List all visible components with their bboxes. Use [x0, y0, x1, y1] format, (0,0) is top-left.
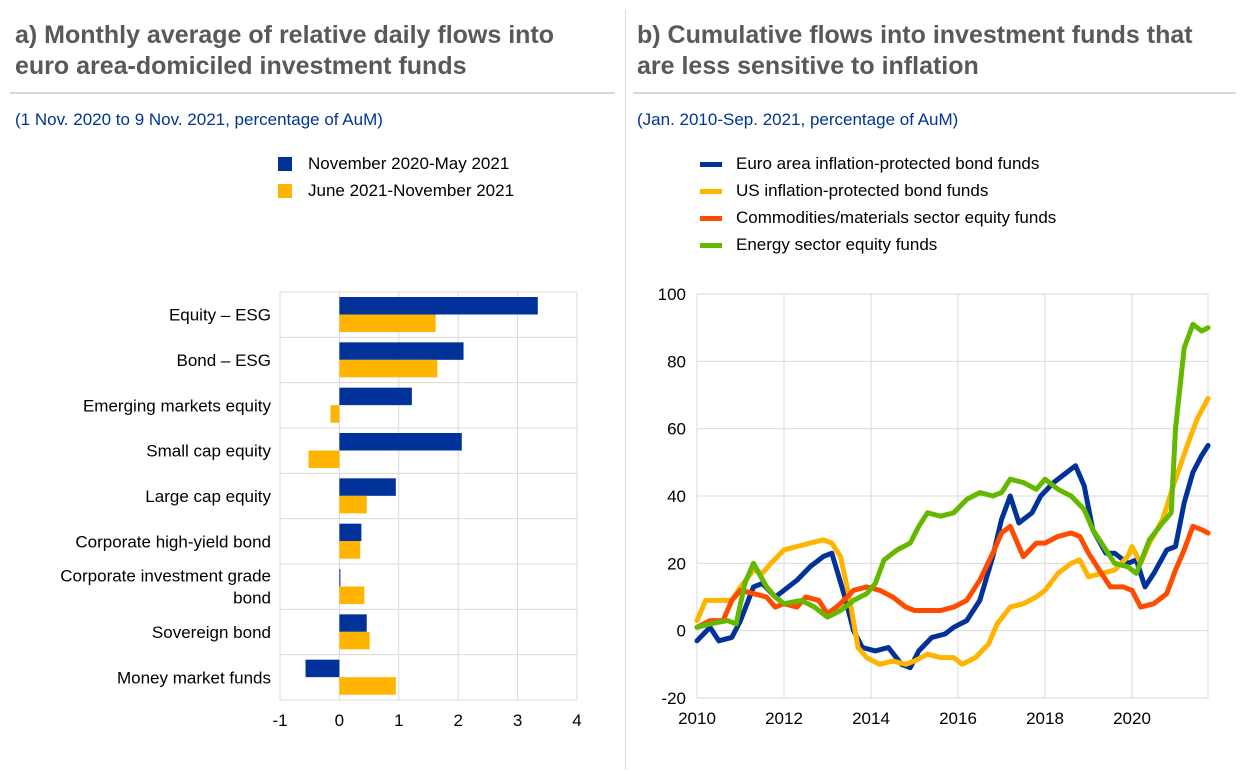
x-tick-label: 2020 [1113, 709, 1151, 728]
category-label: Large cap equity [145, 487, 271, 506]
legend-line [700, 242, 722, 248]
x-tick-label: 2018 [1026, 709, 1064, 728]
bar-jun2021-nov2021 [339, 677, 396, 695]
legend-line [700, 188, 722, 194]
category-label: Corporate high-yield bond [75, 532, 271, 551]
category-label: Equity – ESG [169, 306, 271, 325]
legend-line [700, 215, 722, 221]
title-rule-b [633, 92, 1236, 94]
bar-nov2020-may2021 [339, 433, 462, 451]
legend-label: Energy sector equity funds [736, 235, 938, 254]
x-tick-label: -1 [272, 711, 287, 730]
bar-nov2020-may2021 [339, 478, 396, 496]
bar-jun2021-nov2021 [330, 405, 340, 423]
series-line-2 [694, 523, 1211, 630]
x-tick-label: 0 [335, 711, 344, 730]
bar-jun2021-nov2021 [339, 541, 361, 559]
series-line-3 [694, 321, 1211, 630]
x-tick-label: 2 [453, 711, 462, 730]
legend-label: June 2021-November 2021 [308, 181, 515, 200]
bar-nov2020-may2021 [339, 342, 464, 360]
legend-a-item-1: June 2021-November 2021 [278, 181, 514, 201]
bar-jun2021-nov2021 [339, 359, 438, 378]
chart-a-subtitle: (1 Nov. 2020 to 9 Nov. 2021, percentage … [15, 110, 383, 129]
y-tick-label: 60 [667, 420, 686, 439]
legend-label: Euro area inflation-protected bond funds [736, 154, 1040, 173]
category-label: bond [233, 589, 271, 608]
chart-b-title: b) Cumulative flows into investment fund… [637, 21, 1193, 80]
category-label: Sovereign bond [152, 623, 271, 642]
legend-b-item-1: US inflation-protected bond funds [700, 181, 988, 201]
y-tick-label: 80 [667, 352, 686, 371]
category-label: Emerging markets equity [83, 396, 272, 415]
series-line-0 [694, 443, 1211, 671]
x-tick-label: 2012 [765, 709, 803, 728]
bar-nov2020-may2021 [339, 297, 538, 315]
chart-a-title: a) Monthly average of relative daily flo… [15, 21, 555, 80]
legend-line [700, 161, 722, 167]
category-label: Small cap equity [146, 442, 271, 461]
legend-b-item-0: Euro area inflation-protected bond funds [700, 154, 1039, 174]
legend-label: November 2020-May 2021 [308, 154, 510, 173]
x-tick-label: 2010 [678, 709, 716, 728]
y-tick-label: 0 [677, 622, 686, 641]
bar-jun2021-nov2021 [339, 314, 436, 332]
bar-jun2021-nov2021 [308, 450, 340, 468]
legend-b-item-3: Energy sector equity funds [700, 235, 937, 255]
x-tick-label: 2016 [939, 709, 977, 728]
y-tick-label: 100 [658, 285, 686, 304]
category-label: Corporate investment grade [60, 567, 271, 586]
y-tick-label: 20 [667, 554, 686, 573]
x-tick-label: 4 [572, 711, 581, 730]
legend-swatch [278, 184, 292, 198]
bar-jun2021-nov2021 [339, 586, 365, 604]
series-line-1 [694, 395, 1211, 667]
x-tick-label: 2014 [852, 709, 890, 728]
legend-b-item-2: Commodities/materials sector equity fund… [700, 208, 1056, 228]
legend-label: Commodities/materials sector equity fund… [736, 208, 1057, 227]
bar-nov2020-may2021 [339, 614, 367, 632]
x-tick-label: 1 [394, 711, 403, 730]
bar-nov2020-may2021 [339, 569, 341, 587]
chart-b-subtitle: (Jan. 2010-Sep. 2021, percentage of AuM) [637, 110, 959, 129]
y-tick-label: 40 [667, 487, 686, 506]
legend-a-item-0: November 2020-May 2021 [278, 154, 509, 174]
bar-nov2020-may2021 [305, 659, 340, 678]
title-rule-a [10, 92, 615, 94]
bar-jun2021-nov2021 [339, 495, 367, 514]
y-tick-label: -20 [661, 689, 686, 708]
bar-jun2021-nov2021 [339, 631, 370, 650]
category-label: Bond – ESG [176, 351, 271, 370]
legend-swatch [278, 157, 292, 171]
x-tick-label: 3 [513, 711, 522, 730]
bar-nov2020-may2021 [339, 523, 362, 542]
panel-divider [625, 10, 626, 770]
legend-label: US inflation-protected bond funds [736, 181, 989, 200]
bar-nov2020-may2021 [339, 387, 412, 406]
category-label: Money market funds [117, 668, 271, 687]
